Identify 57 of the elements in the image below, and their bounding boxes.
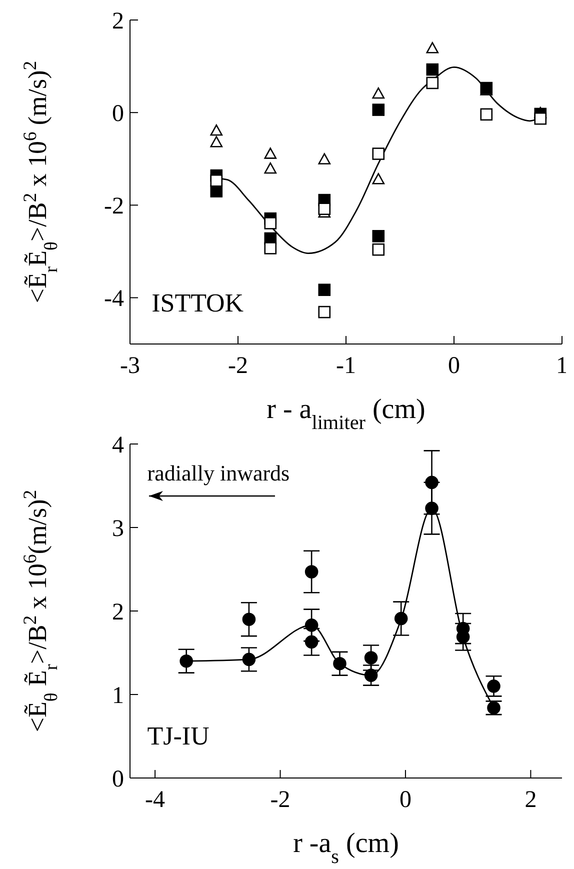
point: [364, 651, 378, 664]
y-tick-label: 2: [112, 600, 124, 626]
point: [304, 618, 318, 632]
point: [318, 306, 331, 318]
x-tick-label: -1: [336, 353, 356, 380]
point: [426, 42, 439, 54]
point: [372, 104, 385, 116]
y-tick-label: 0: [112, 766, 124, 793]
point: [480, 108, 493, 121]
point: [426, 63, 439, 76]
point: [242, 612, 256, 626]
point: [487, 680, 500, 693]
point: [372, 87, 385, 99]
point: [180, 654, 193, 668]
point: [364, 668, 378, 682]
point: [372, 148, 385, 160]
x-tick-label: -2: [228, 353, 248, 380]
point: [318, 202, 331, 215]
annotation: TJ-IU: [147, 722, 210, 751]
point: [394, 612, 408, 626]
x-axis-title: r - a$_{limiter}$ (cm): [266, 394, 426, 434]
x-axis-title: r -a$_{s}$ (cm): [293, 828, 399, 868]
y-tick-label: 2: [112, 8, 124, 35]
point: [318, 284, 331, 296]
y-tick-label: 1: [112, 683, 124, 710]
x-tick-label: -2: [270, 787, 290, 814]
x-tick-label: 0: [399, 787, 412, 814]
point: [304, 565, 318, 578]
point: [333, 656, 346, 670]
point: [426, 76, 439, 90]
point: [264, 162, 277, 174]
y-tick-label: 0: [112, 101, 124, 128]
point: [264, 148, 277, 159]
y-tick-label: -2: [104, 194, 124, 220]
point: [210, 174, 223, 187]
x-tick-label: 0: [448, 353, 460, 380]
point: [534, 112, 547, 125]
point: [264, 242, 277, 254]
x-tick-label: -4: [145, 787, 166, 814]
annotation: radially inwards: [147, 460, 290, 486]
point: [210, 136, 223, 148]
point: [372, 173, 385, 184]
x-tick-label: -3: [120, 353, 140, 380]
point: [372, 243, 385, 256]
point: [242, 652, 256, 666]
point: [304, 635, 318, 649]
y-tick-label: 3: [112, 516, 124, 542]
point: [210, 124, 223, 136]
point: [372, 230, 385, 242]
annotation: ISTTOK: [152, 288, 244, 318]
point: [264, 217, 277, 230]
point: [425, 476, 438, 490]
y-tick-label: 4: [112, 432, 124, 459]
y-tick-label: -4: [104, 286, 124, 312]
point: [318, 153, 331, 164]
point: [425, 502, 438, 515]
x-tick-label: 2: [524, 787, 537, 814]
